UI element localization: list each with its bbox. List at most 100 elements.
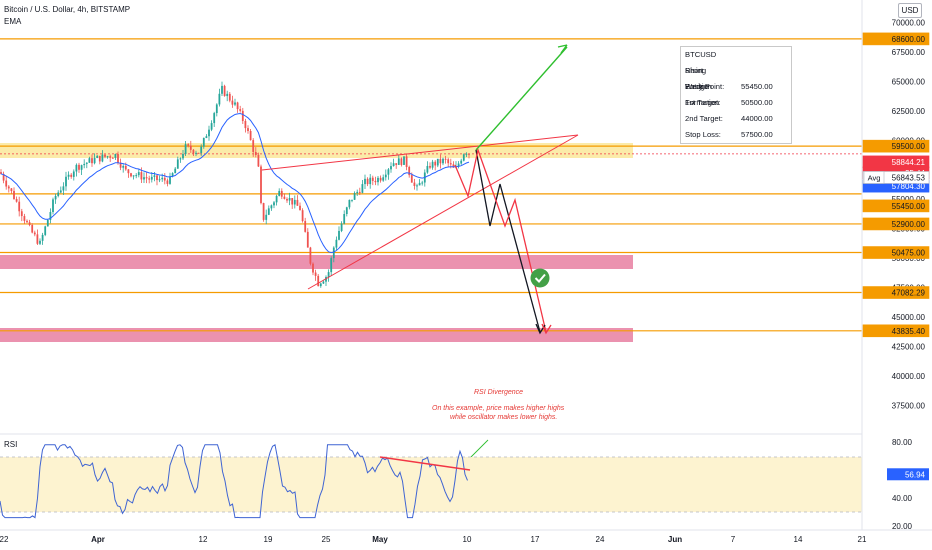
candle-body <box>364 178 366 185</box>
candle-body <box>23 216 26 221</box>
level-label-43835[interactable]: 43835.40 <box>892 327 926 336</box>
candle-body <box>234 102 236 105</box>
candle-body <box>249 131 252 141</box>
candle-body <box>182 153 184 159</box>
support-zone-1[interactable] <box>0 255 633 269</box>
candle-body <box>449 163 452 165</box>
rsi-current-value[interactable]: 56.94 <box>905 470 926 479</box>
candle-body <box>158 179 161 181</box>
candle-body <box>184 144 187 154</box>
candle-body <box>148 178 151 180</box>
candle-body <box>174 168 177 174</box>
price-tick: 67500.00 <box>892 48 926 57</box>
bearish-path-red[interactable] <box>454 147 547 333</box>
candle-body <box>15 199 18 202</box>
ema-indicator-label[interactable]: EMA <box>4 17 22 26</box>
avg-value-label[interactable]: 56843.53 <box>892 173 926 182</box>
candle-body <box>353 193 356 200</box>
candle-body <box>392 163 395 167</box>
trade-info-box[interactable]: BTCUSD Rising Wedge Formation Short Posi… <box>680 46 792 144</box>
bullish-arrow-line[interactable] <box>475 46 568 151</box>
candle-body <box>387 169 390 175</box>
candle-body <box>137 172 140 176</box>
rsi-tick: 80.00 <box>892 438 913 447</box>
wedge-upper-line[interactable] <box>261 134 579 171</box>
level-label-50475[interactable]: 50475.00 <box>892 249 926 258</box>
candle-body <box>335 239 338 248</box>
candle-body <box>460 160 463 164</box>
candle-body <box>7 186 10 189</box>
level-label-47082[interactable]: 47082.29 <box>892 289 926 298</box>
candle-body <box>265 214 268 220</box>
wedge-lower-line[interactable] <box>307 134 579 290</box>
bearish-path-black[interactable] <box>475 149 541 333</box>
ema-line[interactable] <box>0 112 470 254</box>
candle-body <box>187 144 190 146</box>
currency-button[interactable]: USD <box>898 3 922 18</box>
candle-body <box>462 154 465 161</box>
candle-body <box>278 190 281 196</box>
level-label-55450[interactable]: 55450.00 <box>892 202 926 211</box>
candle-body <box>93 157 96 164</box>
candle-body <box>104 154 106 157</box>
level-label-52900[interactable]: 52900.00 <box>892 220 926 229</box>
candle-body <box>332 247 335 259</box>
candle-body <box>327 272 330 278</box>
candle-body <box>119 162 122 168</box>
candle-body <box>247 128 249 131</box>
candle-body <box>226 93 229 97</box>
candle-body <box>299 205 301 211</box>
candle-body <box>218 93 221 105</box>
candle-body <box>85 162 88 164</box>
candle-body <box>410 175 413 183</box>
info-row-entry: Entry Point: 55450.00 <box>685 82 773 91</box>
rsi-divergence-line[interactable] <box>379 456 471 471</box>
candle-body <box>176 159 179 169</box>
candle-body <box>457 163 460 167</box>
candle-body <box>395 163 398 165</box>
candle-body <box>416 185 418 187</box>
time-tick: May <box>372 535 388 544</box>
candle-body <box>431 161 434 168</box>
candle-body <box>314 272 317 276</box>
candle-body <box>49 212 52 220</box>
candle-body <box>156 175 158 181</box>
candle-body <box>273 202 275 206</box>
candle-body <box>312 263 314 273</box>
rsi-divergence-line1: On this example, price makes higher high… <box>432 405 565 412</box>
ema-value-label[interactable]: 57804.30 <box>892 182 926 191</box>
candle-body <box>317 275 320 287</box>
candle-body <box>80 165 83 170</box>
candle-body <box>408 167 411 176</box>
candle-body <box>358 191 361 193</box>
avg-tag[interactable]: Avg <box>868 173 881 182</box>
candle-body <box>127 169 130 174</box>
rsi-indicator-label[interactable]: RSI <box>4 440 18 449</box>
candle-body <box>228 93 231 101</box>
level-label-68600[interactable]: 68600.00 <box>892 35 926 44</box>
candle-body <box>465 153 468 155</box>
support-zone-2[interactable] <box>0 328 633 342</box>
symbol-title[interactable]: Bitcoin / U.S. Dollar, 4h, BITSTAMP <box>4 5 131 14</box>
rsi-line[interactable] <box>0 444 468 519</box>
candle-body <box>117 154 119 163</box>
candle-body <box>215 104 218 114</box>
candle-body <box>208 129 210 137</box>
candle-body <box>413 182 416 186</box>
candle-body <box>114 154 117 158</box>
candle-body <box>397 158 400 165</box>
current-price-label[interactable]: 58844.21 <box>892 158 926 167</box>
candle-body <box>28 222 31 226</box>
candle-body <box>75 164 78 172</box>
candle-body <box>260 166 262 204</box>
candle-body <box>26 220 28 223</box>
candle-body <box>59 190 62 193</box>
level-label-55450-bg <box>862 199 930 213</box>
candle-body <box>369 177 372 185</box>
candle-body <box>296 199 299 206</box>
candle-body <box>338 230 340 240</box>
level-label-59500[interactable]: 59500.00 <box>892 142 926 151</box>
time-tick: 24 <box>596 535 605 544</box>
